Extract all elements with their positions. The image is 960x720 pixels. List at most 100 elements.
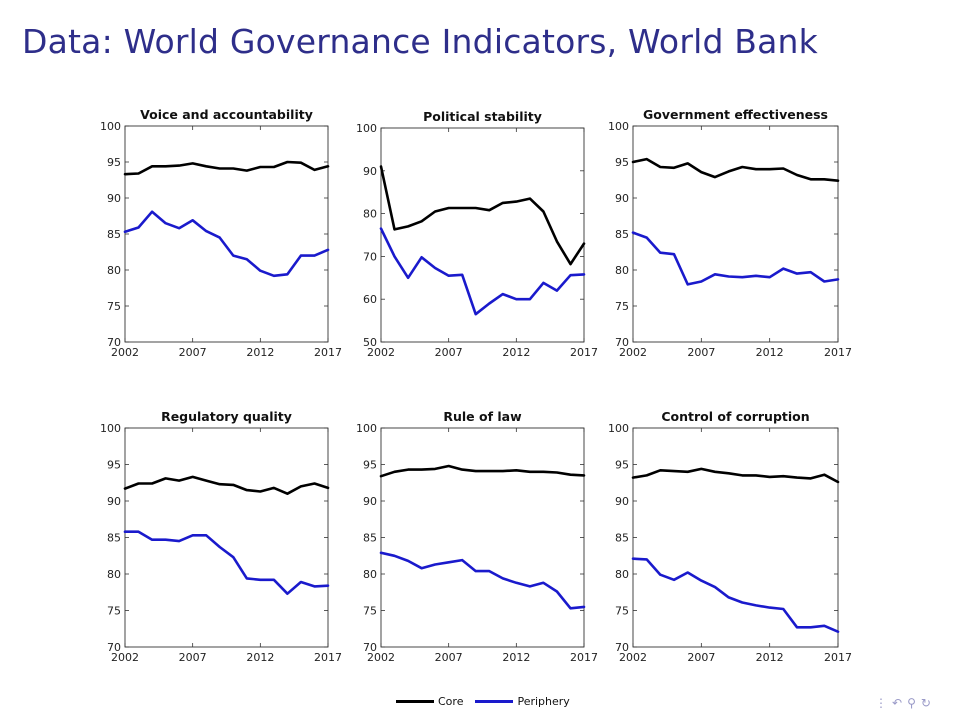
y-tick-label: 95 [107, 156, 121, 169]
refresh-icon[interactable]: ↻ [920, 696, 931, 710]
dots-icon[interactable]: ⋮ [875, 696, 887, 710]
x-tick-label: 2002 [111, 651, 139, 664]
chart-title: Rule of law [443, 409, 522, 424]
series-line-periphery [379, 227, 586, 316]
chart-title: Government effectiveness [643, 107, 828, 122]
y-tick-label: 70 [615, 641, 629, 654]
series-line-core [631, 467, 840, 484]
x-tick-label: 2017 [570, 651, 598, 664]
y-tick-label: 85 [615, 532, 629, 545]
y-tick-label: 50 [363, 336, 377, 349]
x-tick-label: 2002 [619, 346, 647, 359]
y-tick-label: 75 [363, 605, 377, 618]
x-tick-label: 2007 [435, 346, 463, 359]
y-tick-label: 85 [363, 532, 377, 545]
undo-icon[interactable]: ↶ [892, 696, 903, 710]
chart-panel-3: Government effectiveness 70 75 80 85 90 95 100 2… [608, 107, 852, 359]
y-tick-label: 95 [615, 459, 629, 472]
chart-title: Voice and accountability [140, 107, 313, 122]
y-tick-label: 100 [100, 422, 121, 435]
x-tick-label: 2007 [179, 651, 207, 664]
legend-swatch-periphery [475, 699, 514, 703]
y-tick-label: 90 [107, 192, 121, 205]
x-tick-label: 2012 [502, 346, 530, 359]
legend-label-core: Core [438, 694, 464, 708]
x-tick-label: 2007 [687, 651, 715, 664]
y-tick-label: 80 [107, 568, 121, 581]
y-tick-label: 70 [363, 641, 377, 654]
slide-title: Data: World Governance Indicators, World… [22, 22, 818, 61]
series-line-core [123, 475, 330, 496]
x-tick-label: 2002 [367, 346, 395, 359]
y-tick-label: 70 [107, 641, 121, 654]
plot-area [380, 427, 585, 648]
y-tick-label: 90 [107, 495, 121, 508]
x-tick-label: 2002 [111, 346, 139, 359]
x-tick-label: 2012 [502, 651, 530, 664]
y-tick-label: 70 [107, 336, 121, 349]
x-tick-label: 2012 [756, 346, 784, 359]
x-tick-label: 2002 [619, 651, 647, 664]
y-tick-label: 70 [363, 250, 377, 263]
plot-area [124, 427, 329, 648]
series-line-periphery [631, 231, 840, 286]
y-tick-label: 80 [363, 568, 377, 581]
x-tick-label: 2017 [570, 346, 598, 359]
y-tick-label: 100 [608, 120, 629, 133]
y-tick-label: 90 [363, 165, 377, 178]
y-tick-label: 95 [107, 459, 121, 472]
legend: Core Periphery [396, 692, 582, 710]
chart-panel-6: Control of corruption 70 75 80 85 90 95 100 2002… [608, 409, 852, 664]
y-tick-label: 85 [615, 228, 629, 241]
series-line-periphery [123, 210, 330, 278]
y-tick-label: 90 [363, 495, 377, 508]
series-line-core [379, 165, 586, 266]
chart-title: Control of corruption [661, 409, 809, 424]
y-tick-label: 70 [615, 336, 629, 349]
slide-nav-controls: ⋮ ↶ ⚲ ↻ [870, 696, 931, 710]
x-tick-label: 2017 [824, 651, 852, 664]
chart-panel-5: Rule of law 70 75 80 85 90 95 100 2002 2007 2012 20… [356, 409, 598, 664]
y-tick-label: 75 [615, 300, 629, 313]
chart-panel-1: Voice and accountability 70 75 80 85 90 95 100 2… [100, 107, 342, 359]
y-tick-label: 100 [356, 422, 377, 435]
y-tick-label: 75 [107, 300, 121, 313]
legend-item-core: Core [396, 695, 463, 708]
x-tick-label: 2012 [246, 346, 274, 359]
y-tick-label: 80 [107, 264, 121, 277]
chart-title: Political stability [423, 109, 542, 124]
x-tick-label: 2012 [756, 651, 784, 664]
y-tick-label: 75 [107, 605, 121, 618]
plot-area [632, 125, 839, 343]
y-tick-label: 95 [615, 156, 629, 169]
legend-swatch-core [396, 699, 434, 703]
y-tick-label: 100 [356, 122, 377, 135]
x-tick-label: 2007 [687, 346, 715, 359]
chart-panel-4: Regulatory quality 70 75 80 85 90 95 100 2002 200… [100, 409, 342, 664]
x-tick-label: 2002 [367, 651, 395, 664]
series-line-core [123, 160, 330, 176]
chart-title: Regulatory quality [161, 409, 292, 424]
y-tick-label: 100 [608, 422, 629, 435]
y-tick-label: 95 [363, 459, 377, 472]
search-icon[interactable]: ⚲ [907, 696, 916, 710]
y-tick-label: 80 [615, 264, 629, 277]
y-tick-label: 100 [100, 120, 121, 133]
series-line-periphery [379, 551, 586, 610]
x-tick-label: 2007 [179, 346, 207, 359]
y-tick-label: 75 [615, 605, 629, 618]
y-tick-label: 80 [615, 568, 629, 581]
x-tick-label: 2017 [314, 651, 342, 664]
y-tick-label: 80 [363, 208, 377, 221]
y-tick-label: 85 [107, 228, 121, 241]
legend-item-periphery: Periphery [475, 695, 570, 708]
y-tick-label: 90 [615, 192, 629, 205]
x-tick-label: 2017 [824, 346, 852, 359]
series-line-periphery [123, 530, 330, 596]
y-tick-label: 85 [107, 532, 121, 545]
y-tick-label: 90 [615, 495, 629, 508]
chart-panel-2: Political stability 50 60 70 80 90 100 2002 2007… [356, 109, 598, 359]
series-line-core [631, 157, 840, 182]
y-tick-label: 60 [363, 293, 377, 306]
